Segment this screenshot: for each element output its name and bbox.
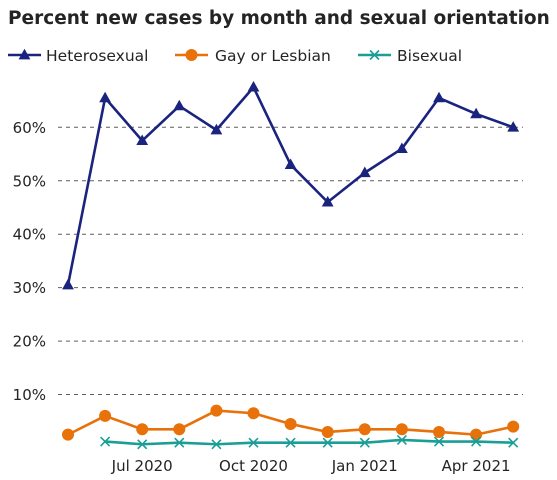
data-point (62, 278, 74, 290)
y-tick-label: 30% (13, 279, 46, 297)
data-point (173, 99, 186, 111)
data-point (358, 423, 371, 436)
data-point (358, 166, 371, 178)
legend-label: Bisexual (397, 47, 462, 65)
legend-marker (18, 48, 31, 60)
y-tick-label: 40% (13, 226, 46, 244)
series-bisexual (100, 434, 519, 450)
y-tick-label: 20% (13, 333, 46, 351)
data-point (173, 423, 186, 436)
legend: Heterosexual Gay or Lesbian Bisexual (8, 47, 462, 65)
data-point (507, 121, 520, 132)
data-point (247, 407, 260, 420)
legend-label: Gay or Lesbian (215, 47, 331, 65)
y-tick-label: 60% (13, 119, 46, 137)
data-point (284, 158, 297, 170)
data-point (62, 428, 74, 441)
x-tick-label: Jul 2020 (111, 457, 173, 475)
data-point (137, 439, 148, 450)
data-point (322, 437, 333, 448)
legend-item[interactable]: Bisexual (358, 47, 462, 65)
data-point (396, 142, 408, 154)
series-line (66, 85, 514, 286)
data-point (247, 81, 260, 92)
legend-item[interactable]: Heterosexual (8, 47, 148, 65)
data-point (248, 437, 259, 448)
data-point (395, 423, 408, 436)
data-point (174, 437, 185, 448)
data-point (433, 425, 445, 438)
legend-marker (369, 49, 380, 61)
series-gay-or-lesbian (62, 404, 520, 441)
chart-title: Percent new cases by month and sexual or… (8, 8, 550, 29)
y-tick-label: 50% (13, 172, 46, 190)
data-point (396, 434, 407, 446)
data-point (136, 134, 149, 146)
y-tick-label: 10% (13, 386, 46, 404)
series (62, 81, 520, 450)
legend-label: Heterosexual (46, 47, 148, 65)
legend-item[interactable]: Gay or Lesbian (175, 47, 331, 65)
data-point (433, 436, 445, 447)
y-axis: 10% 20% 30% 40% 50% 60% (13, 119, 46, 404)
data-point (210, 404, 223, 417)
data-point (100, 436, 111, 447)
data-point (284, 417, 297, 430)
series-heterosexual (62, 81, 520, 290)
gridlines (58, 126, 523, 396)
data-point (99, 91, 111, 103)
data-point (321, 195, 334, 207)
data-point (470, 428, 483, 441)
data-point (211, 439, 222, 450)
data-point (433, 91, 445, 103)
data-point (359, 437, 370, 448)
data-point (507, 420, 520, 433)
series-line (105, 438, 514, 446)
x-tick-label: Apr 2021 (442, 457, 511, 475)
x-tick-label: Jan 2021 (331, 457, 398, 475)
data-point (471, 436, 482, 447)
data-point (321, 425, 334, 438)
x-tick-label: Oct 2020 (219, 457, 288, 475)
x-axis: Jul 2020 Oct 2020 Jan 2021 Apr 2021 (111, 457, 511, 475)
data-point (470, 107, 482, 119)
data-point (285, 437, 296, 448)
data-point (99, 409, 112, 422)
data-point (136, 423, 149, 436)
data-point (210, 123, 223, 135)
legend-marker (185, 49, 198, 61)
data-point (508, 437, 519, 448)
